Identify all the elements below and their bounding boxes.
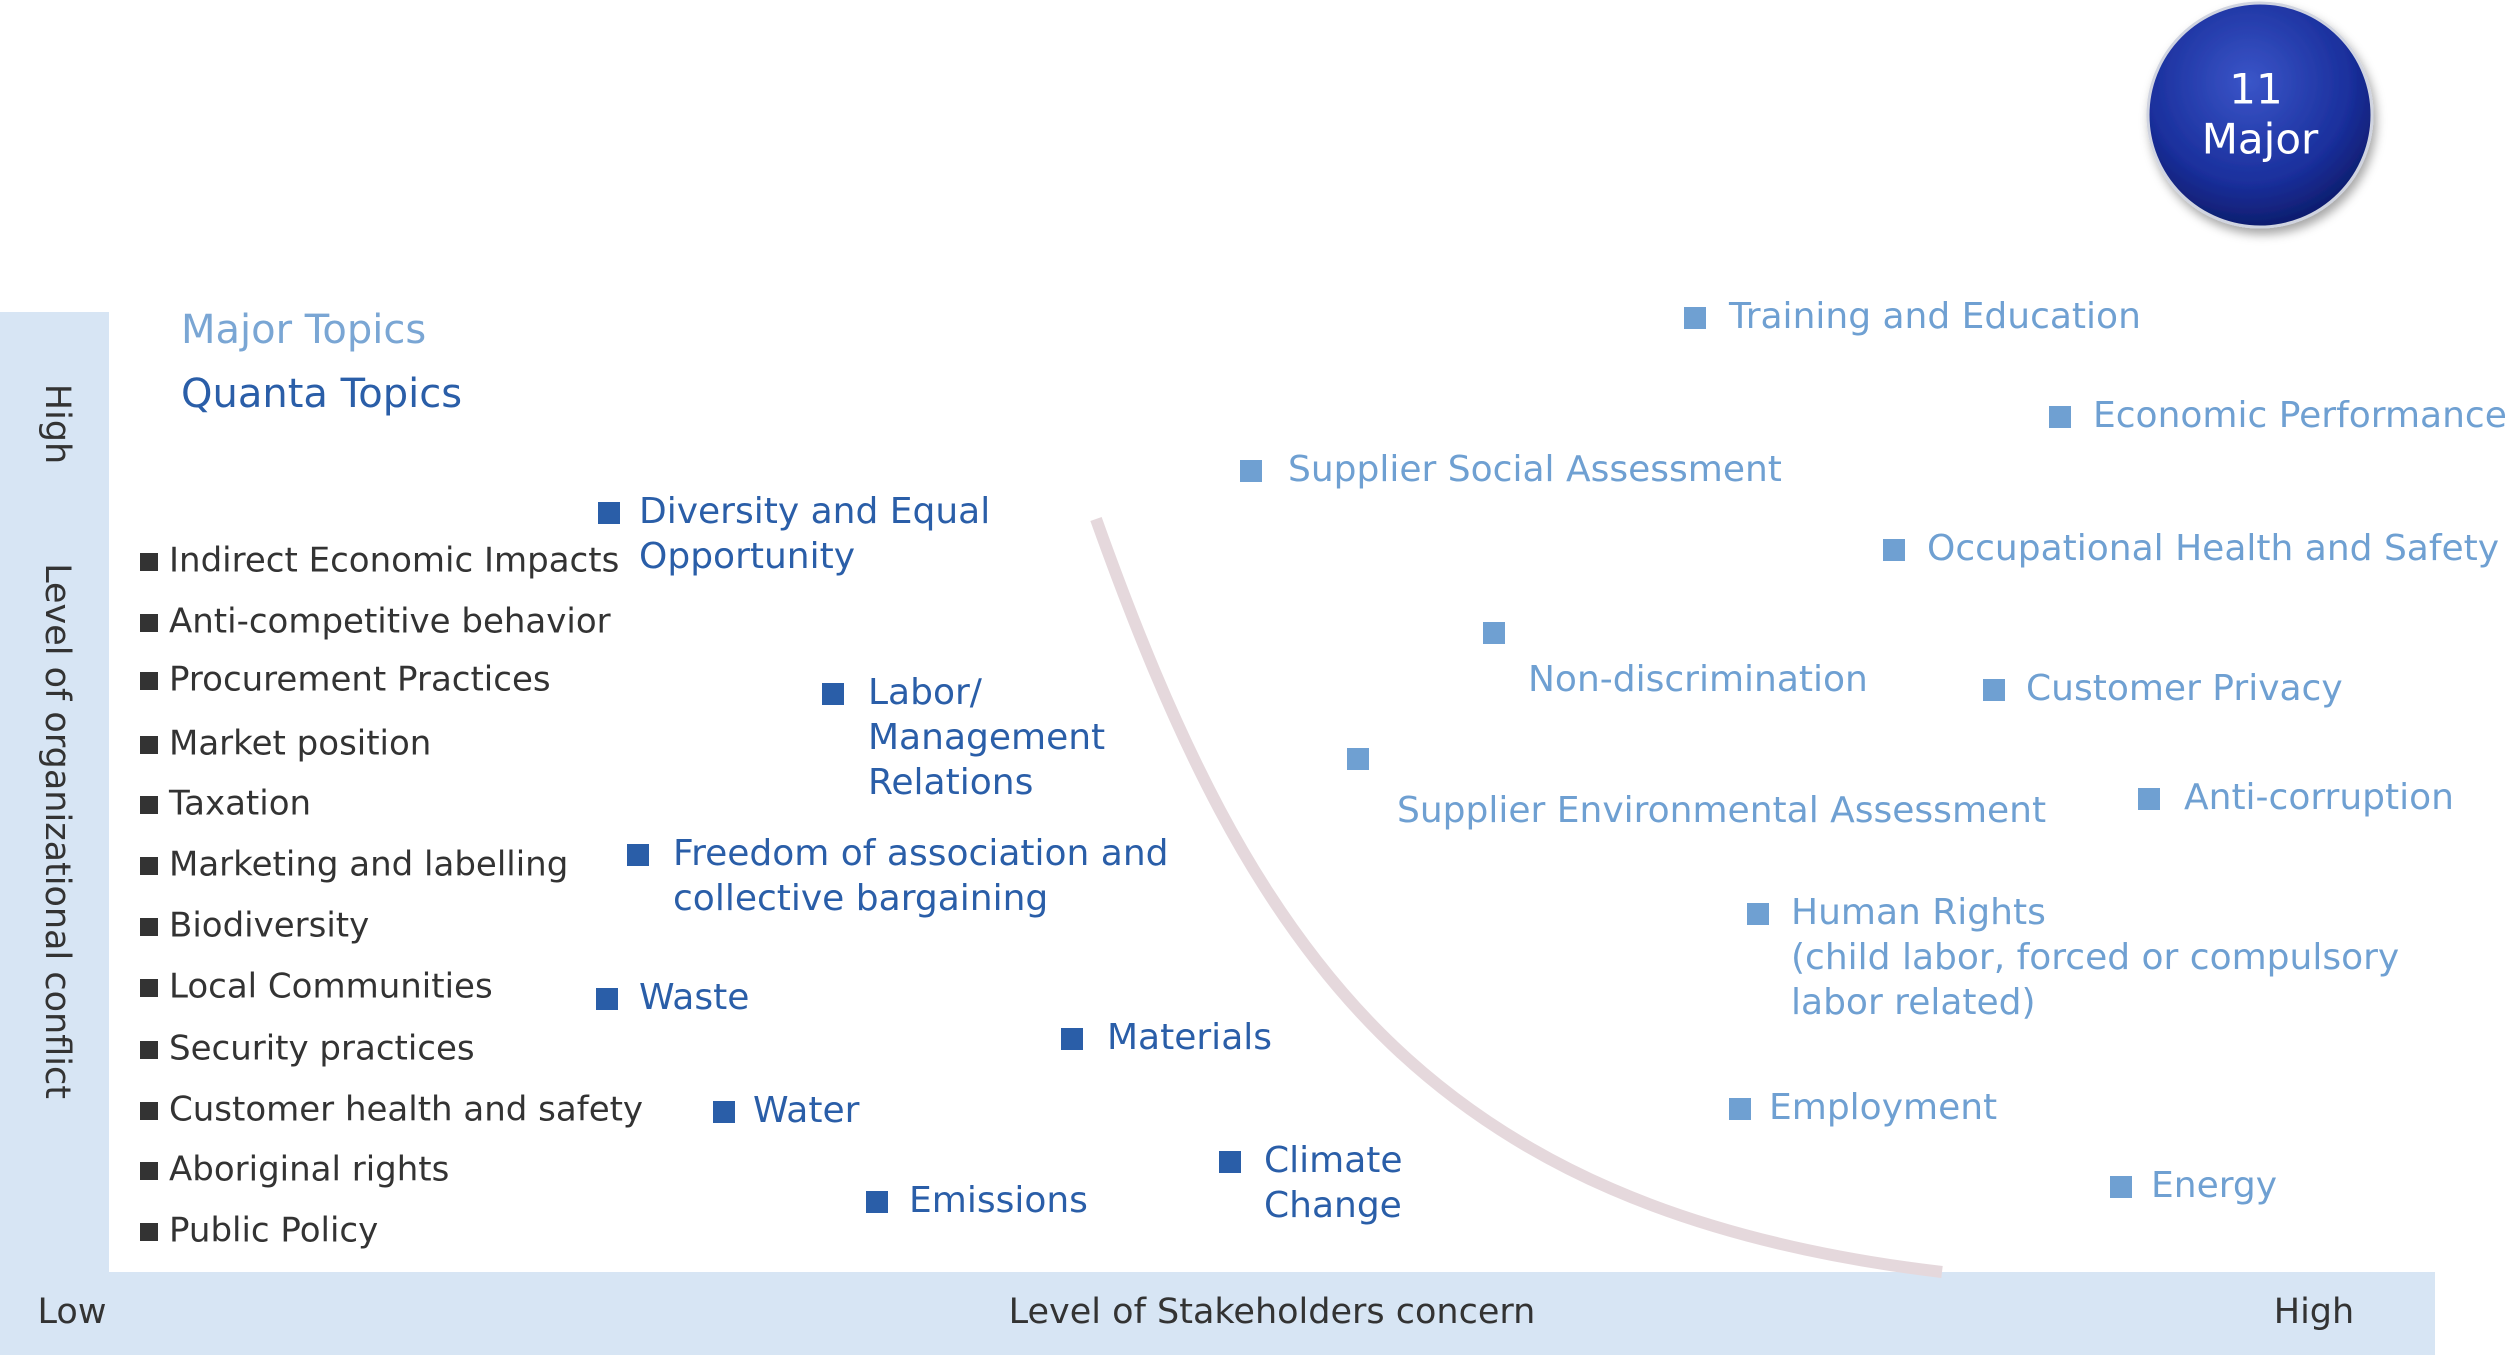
topic-marker (1747, 903, 1769, 925)
other-topic: Indirect Economic Impacts (169, 541, 619, 581)
other-topic: Biodiversity (169, 906, 369, 946)
topic-marker (627, 844, 649, 866)
topic-marker (140, 553, 158, 571)
topic-marker (2110, 1176, 2132, 1198)
threshold-curve (1090, 516, 1943, 1278)
x-axis-title: Level of Stakeholders concern (1009, 1292, 1536, 1332)
topic-marker (140, 736, 158, 754)
topic-label: Occupational Health and Safety (1927, 528, 2499, 569)
topic-marker (1347, 748, 1369, 770)
topic-label: Energy (2151, 1165, 2277, 1206)
other-topic: Procurement Practices (169, 660, 551, 700)
topic-label: Customer Privacy (2026, 668, 2343, 709)
other-topic: Local Communities (169, 967, 493, 1007)
topic-label: Supplier Social Assessment (1288, 449, 1782, 490)
topic-marker (140, 918, 158, 936)
legend-quanta: Quanta Topics (181, 371, 462, 417)
y-axis-band (0, 312, 109, 1355)
topic-label: Opportunity (639, 536, 855, 577)
topic-marker (140, 1162, 158, 1180)
topic-marker (140, 1041, 158, 1059)
topic-label: labor related) (1791, 982, 2036, 1023)
topic-marker (1483, 622, 1505, 644)
topic-marker (713, 1101, 735, 1123)
topic-marker (140, 796, 158, 814)
other-topic: Aboriginal rights (169, 1150, 449, 1190)
topic-label: Relations (868, 762, 1033, 803)
other-topic: Marketing and labelling (169, 845, 568, 885)
y-axis-high: High (37, 384, 77, 464)
y-axis-title: Level of organizational conflict (37, 563, 77, 1099)
topic-label: Water (753, 1090, 860, 1131)
x-axis-band (0, 1272, 2435, 1355)
topic-marker (140, 614, 158, 632)
badge-label: Major (2202, 115, 2319, 164)
topic-label: Management (868, 717, 1105, 758)
topic-label: Training and Education (1728, 296, 2141, 337)
topic-marker (822, 683, 844, 705)
topic-marker (2138, 788, 2160, 810)
topic-label: (child labor, forced or compulsory (1791, 937, 2399, 978)
other-topic: Public Policy (169, 1211, 378, 1251)
topic-label: Economic Performance (2093, 395, 2506, 436)
badge-number: 11 (2229, 65, 2282, 114)
other-topic: Market position (169, 724, 431, 764)
topic-label: Anti-corruption (2184, 777, 2454, 818)
topic-marker (140, 979, 158, 997)
topic-marker (1219, 1151, 1241, 1173)
topic-label: Materials (1107, 1017, 1272, 1058)
topic-marker (596, 988, 618, 1010)
topic-marker (2049, 406, 2071, 428)
topic-label: Waste (639, 977, 749, 1018)
topic-label: Diversity and Equal (639, 491, 990, 532)
other-topic: Taxation (168, 784, 311, 824)
topic-marker (1883, 539, 1905, 561)
topic-label: Emissions (909, 1180, 1088, 1221)
topic-marker (140, 672, 158, 690)
topic-label: Human Rights (1791, 892, 2046, 933)
topic-label: Non-discrimination (1528, 659, 1868, 700)
topic-marker (1684, 307, 1706, 329)
x-axis-low: Low (38, 1292, 107, 1332)
x-axis-high: High (2274, 1292, 2354, 1332)
legend-major: Major Topics (181, 307, 426, 353)
topic-marker (140, 1102, 158, 1120)
topic-marker (598, 502, 620, 524)
topic-marker (1983, 679, 2005, 701)
topic-marker (1729, 1098, 1751, 1120)
other-topic: Customer health and safety (169, 1090, 643, 1130)
badge (2146, 1, 2374, 229)
topic-marker (140, 1223, 158, 1241)
other-topic: Anti-competitive behavior (169, 602, 611, 642)
topic-label: Climate (1264, 1140, 1403, 1181)
topic-label: Labor/ (868, 672, 983, 713)
topic-marker (1061, 1028, 1083, 1050)
topic-label: Freedom of association and (673, 833, 1169, 874)
topic-label: Supplier Environmental Assessment (1397, 790, 2046, 831)
topic-marker (866, 1191, 888, 1213)
topic-marker (140, 857, 158, 875)
other-topic: Security practices (169, 1029, 475, 1069)
topic-label: collective bargaining (673, 878, 1048, 919)
topic-marker (1240, 460, 1262, 482)
topic-label: Employment (1769, 1087, 1997, 1128)
topic-label: Change (1264, 1185, 1402, 1226)
